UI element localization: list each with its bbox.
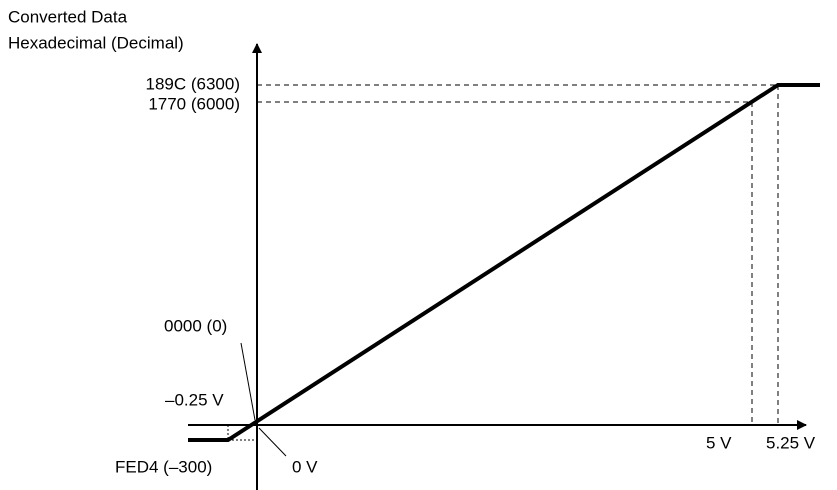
- y-label: 0000 (0): [164, 316, 227, 335]
- conversion-line: [188, 83, 820, 442]
- x-label: 0 V: [292, 457, 318, 476]
- guide-lines: [257, 84, 779, 425]
- leader-line: [258, 427, 287, 457]
- x-label: 5.25 V: [766, 433, 816, 452]
- y-label: 1770 (6000): [148, 94, 240, 113]
- x-label: –0.25 V: [165, 390, 224, 409]
- axis-title: Hexadecimal (Decimal): [8, 33, 184, 52]
- y-label: FED4 (–300): [115, 457, 212, 476]
- leader-line: [240, 342, 256, 421]
- axis-title: Converted Data: [8, 7, 128, 26]
- dotted-lines: [227, 425, 257, 441]
- x-label: 5 V: [706, 433, 732, 452]
- y-label: 189C (6300): [145, 74, 240, 93]
